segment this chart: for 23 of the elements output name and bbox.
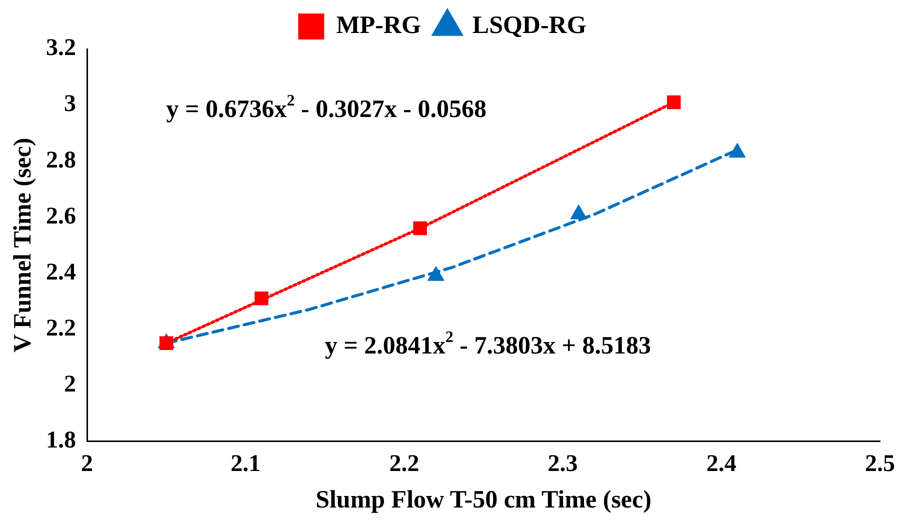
point: [159, 336, 174, 350]
x-tick-label: 2: [81, 450, 93, 477]
y-tick-label: 3: [64, 91, 76, 118]
y-tick-label: 2.6: [46, 203, 76, 230]
x-tick-label: 2.4: [706, 450, 736, 477]
x-tick-label: 2.1: [230, 450, 261, 477]
point: [666, 95, 681, 110]
point: [413, 221, 427, 236]
y-axis-title: V Funnel Time (sec): [9, 138, 36, 352]
y-tick-label: 2.2: [46, 315, 76, 342]
legend-label: LSQD-RG: [472, 12, 586, 39]
y-tick-label: 2.8: [46, 147, 76, 174]
point: [728, 143, 746, 158]
y-tick-label: 1.8: [46, 427, 76, 454]
y-tick-label: 3.2: [46, 35, 76, 62]
y-tick-label: 2.4: [46, 259, 76, 286]
x-tick-label: 2.5: [865, 450, 895, 477]
legend-label: MP-RG: [336, 12, 421, 39]
point: [254, 291, 268, 306]
x-tick-label: 2.3: [548, 450, 578, 477]
y-tick-label: 2: [64, 371, 76, 398]
x-tick-label: 2.2: [389, 450, 420, 477]
x-axis-title: Slump Flow T-50 cm Time (sec): [316, 486, 652, 514]
